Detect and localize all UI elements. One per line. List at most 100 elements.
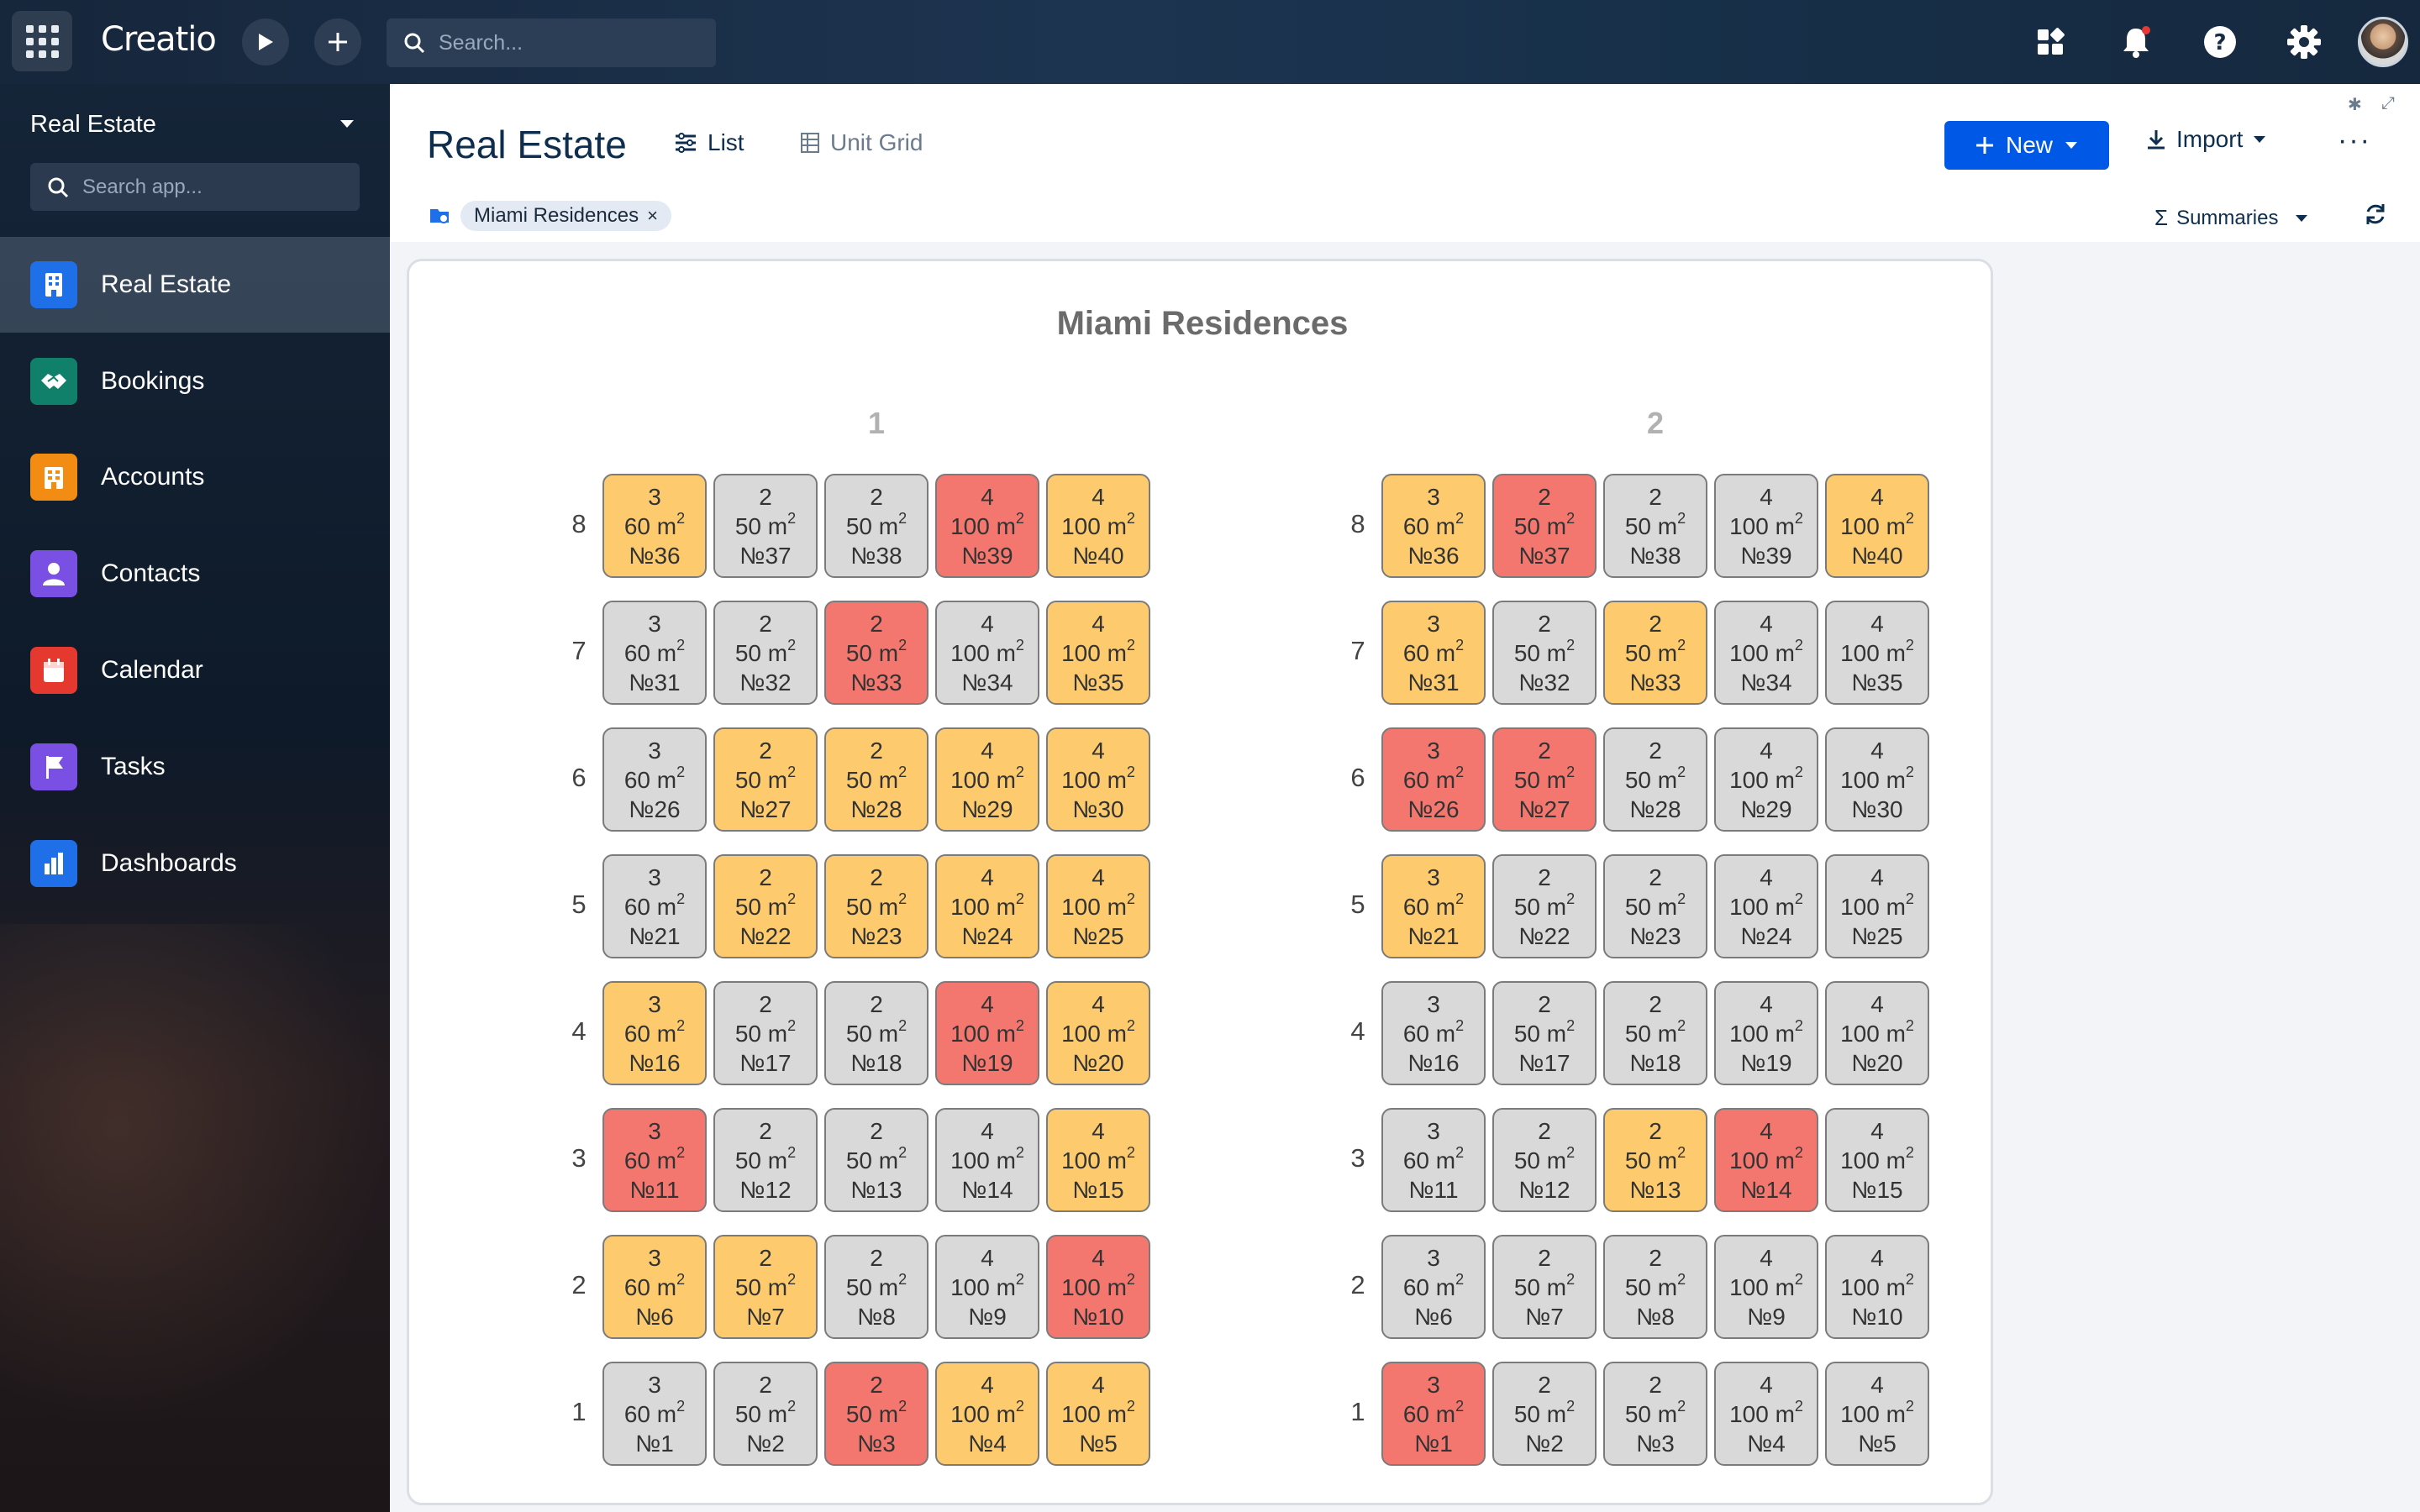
- unit-cell[interactable]: 4 100 m2 №24: [1714, 854, 1818, 958]
- unit-cell[interactable]: 2 50 m2 №3: [1603, 1362, 1707, 1466]
- unit-cell[interactable]: 4 100 m2 №39: [1714, 474, 1818, 578]
- unit-cell[interactable]: 2 50 m2 №32: [1492, 601, 1597, 705]
- unit-cell[interactable]: 2 50 m2 №13: [1603, 1108, 1707, 1212]
- bell-icon[interactable]: [2112, 18, 2160, 66]
- sidebar-item-real-estate[interactable]: Real Estate: [0, 237, 390, 333]
- unit-cell[interactable]: 3 60 m2 №21: [602, 854, 707, 958]
- unit-cell[interactable]: 4 100 m2 №4: [935, 1362, 1039, 1466]
- avatar[interactable]: [2358, 17, 2408, 67]
- unit-cell[interactable]: 2 50 m2 №28: [824, 727, 929, 832]
- unit-cell[interactable]: 2 50 m2 №22: [713, 854, 818, 958]
- unit-cell[interactable]: 3 60 m2 №11: [602, 1108, 707, 1212]
- unit-cell[interactable]: 2 50 m2 №7: [1492, 1235, 1597, 1339]
- unit-cell[interactable]: 4 100 m2 №34: [935, 601, 1039, 705]
- sidebar-item-accounts[interactable]: Accounts: [0, 429, 390, 525]
- unit-cell[interactable]: 4 100 m2 №29: [935, 727, 1039, 832]
- sidebar-item-bookings[interactable]: Bookings: [0, 333, 390, 429]
- unit-cell[interactable]: 2 50 m2 №17: [713, 981, 818, 1085]
- sidebar-item-tasks[interactable]: Tasks: [0, 719, 390, 815]
- unit-cell[interactable]: 4 100 m2 №40: [1825, 474, 1929, 578]
- unit-cell[interactable]: 3 60 m2 №26: [602, 727, 707, 832]
- unit-cell[interactable]: 4 100 m2 №25: [1046, 854, 1150, 958]
- expand-icon[interactable]: ⤢: [2381, 94, 2395, 113]
- tab-list[interactable]: List: [674, 129, 744, 156]
- unit-cell[interactable]: 4 100 m2 №20: [1825, 981, 1929, 1085]
- unit-cell[interactable]: 2 50 m2 №17: [1492, 981, 1597, 1085]
- filter-chip[interactable]: Miami Residences ×: [460, 201, 671, 231]
- summaries-button[interactable]: Σ Summaries: [2154, 205, 2308, 231]
- unit-cell[interactable]: 4 100 m2 №25: [1825, 854, 1929, 958]
- app-switcher-label[interactable]: Real Estate: [30, 111, 156, 138]
- play-icon[interactable]: [242, 18, 289, 66]
- unit-cell[interactable]: 2 50 m2 №22: [1492, 854, 1597, 958]
- unit-cell[interactable]: 4 100 m2 №5: [1046, 1362, 1150, 1466]
- sidebar-item-dashboards[interactable]: Dashboards: [0, 816, 390, 911]
- unit-cell[interactable]: 2 50 m2 №7: [713, 1235, 818, 1339]
- unit-cell[interactable]: 3 60 m2 №6: [1381, 1235, 1486, 1339]
- unit-cell[interactable]: 3 60 m2 №16: [602, 981, 707, 1085]
- unit-cell[interactable]: 4 100 m2 №19: [935, 981, 1039, 1085]
- unit-cell[interactable]: 3 60 m2 №31: [602, 601, 707, 705]
- unit-cell[interactable]: 2 50 m2 №33: [824, 601, 929, 705]
- unit-cell[interactable]: 4 100 m2 №39: [935, 474, 1039, 578]
- close-icon[interactable]: ×: [647, 205, 658, 226]
- tab-unit-grid[interactable]: Unit Grid: [800, 129, 923, 156]
- unit-cell[interactable]: 3 60 m2 №36: [602, 474, 707, 578]
- unit-cell[interactable]: 2 50 m2 №2: [1492, 1362, 1597, 1466]
- global-search-input[interactable]: Search...: [387, 18, 716, 67]
- unit-cell[interactable]: 2 50 m2 №27: [1492, 727, 1597, 832]
- unit-cell[interactable]: 2 50 m2 №37: [1492, 474, 1597, 578]
- unit-cell[interactable]: 2 50 m2 №13: [824, 1108, 929, 1212]
- unit-cell[interactable]: 4 100 m2 №24: [935, 854, 1039, 958]
- unit-cell[interactable]: 4 100 m2 №15: [1825, 1108, 1929, 1212]
- unit-cell[interactable]: 4 100 m2 №29: [1714, 727, 1818, 832]
- folder-filter-icon[interactable]: [429, 205, 450, 225]
- unit-cell[interactable]: 2 50 m2 №12: [1492, 1108, 1597, 1212]
- unit-cell[interactable]: 3 60 m2 №16: [1381, 981, 1486, 1085]
- unit-cell[interactable]: 2 50 m2 №38: [1603, 474, 1707, 578]
- unit-cell[interactable]: 2 50 m2 №33: [1603, 601, 1707, 705]
- import-button[interactable]: Import: [2146, 126, 2266, 153]
- unit-cell[interactable]: 3 60 m2 №1: [1381, 1362, 1486, 1466]
- apps-grid-icon[interactable]: [12, 11, 72, 71]
- unit-cell[interactable]: 2 50 m2 №3: [824, 1362, 929, 1466]
- unit-cell[interactable]: 3 60 m2 №31: [1381, 601, 1486, 705]
- plus-icon[interactable]: [314, 18, 361, 66]
- unit-cell[interactable]: 3 60 m2 №11: [1381, 1108, 1486, 1212]
- more-options-icon[interactable]: ···: [2338, 124, 2371, 156]
- widgets-icon[interactable]: [2027, 18, 2074, 66]
- unit-cell[interactable]: 2 50 m2 №8: [1603, 1235, 1707, 1339]
- help-icon[interactable]: ?: [2196, 18, 2244, 66]
- unit-cell[interactable]: 2 50 m2 №27: [713, 727, 818, 832]
- unit-cell[interactable]: 4 100 m2 №40: [1046, 474, 1150, 578]
- unit-cell[interactable]: 2 50 m2 №12: [713, 1108, 818, 1212]
- unit-cell[interactable]: 4 100 m2 №35: [1825, 601, 1929, 705]
- unit-cell[interactable]: 4 100 m2 №19: [1714, 981, 1818, 1085]
- unit-cell[interactable]: 4 100 m2 №34: [1714, 601, 1818, 705]
- unit-cell[interactable]: 4 100 m2 №10: [1046, 1235, 1150, 1339]
- unit-cell[interactable]: 4 100 m2 №10: [1825, 1235, 1929, 1339]
- sidebar-item-contacts[interactable]: Contacts: [0, 526, 390, 622]
- unit-cell[interactable]: 2 50 m2 №8: [824, 1235, 929, 1339]
- new-button[interactable]: New: [1944, 121, 2109, 170]
- unit-cell[interactable]: 4 100 m2 №15: [1046, 1108, 1150, 1212]
- unit-cell[interactable]: 4 100 m2 №20: [1046, 981, 1150, 1085]
- unit-cell[interactable]: 4 100 m2 №4: [1714, 1362, 1818, 1466]
- unit-cell[interactable]: 3 60 m2 №26: [1381, 727, 1486, 832]
- app-search-input[interactable]: Search app...: [30, 163, 360, 211]
- gear-icon[interactable]: [2281, 18, 2328, 66]
- chevron-down-icon[interactable]: [340, 120, 354, 128]
- unit-cell[interactable]: 3 60 m2 №6: [602, 1235, 707, 1339]
- unit-cell[interactable]: 2 50 m2 №23: [824, 854, 929, 958]
- sidebar-item-calendar[interactable]: Calendar: [0, 622, 390, 718]
- unit-cell[interactable]: 2 50 m2 №2: [713, 1362, 818, 1466]
- unit-cell[interactable]: 4 100 m2 №5: [1825, 1362, 1929, 1466]
- unit-cell[interactable]: 4 100 m2 №30: [1046, 727, 1150, 832]
- unit-cell[interactable]: 2 50 m2 №28: [1603, 727, 1707, 832]
- unit-cell[interactable]: 4 100 m2 №14: [935, 1108, 1039, 1212]
- unit-cell[interactable]: 3 60 m2 №36: [1381, 474, 1486, 578]
- unit-cell[interactable]: 2 50 m2 №23: [1603, 854, 1707, 958]
- unit-cell[interactable]: 2 50 m2 №18: [1603, 981, 1707, 1085]
- refresh-icon[interactable]: [2363, 202, 2388, 227]
- unit-cell[interactable]: 2 50 m2 №38: [824, 474, 929, 578]
